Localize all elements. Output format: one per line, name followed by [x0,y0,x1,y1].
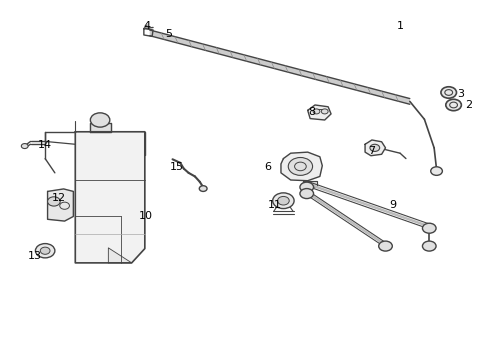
Circle shape [35,244,55,258]
Circle shape [199,186,206,192]
Text: 13: 13 [27,251,41,261]
Text: 1: 1 [396,21,403,31]
Text: 6: 6 [264,162,271,172]
Circle shape [299,189,313,199]
Circle shape [422,241,435,251]
Circle shape [287,157,312,175]
Text: 5: 5 [165,28,172,39]
Circle shape [321,109,327,114]
Polygon shape [108,248,131,263]
Circle shape [40,247,50,254]
Circle shape [369,144,379,152]
Text: 10: 10 [139,211,153,221]
Circle shape [445,99,460,111]
Polygon shape [90,123,111,132]
Polygon shape [302,181,317,187]
Circle shape [378,241,391,251]
Polygon shape [75,132,144,263]
Text: 15: 15 [169,162,183,172]
Circle shape [422,223,435,233]
Circle shape [47,197,60,206]
Text: 12: 12 [52,193,66,203]
Polygon shape [365,140,385,156]
Text: 7: 7 [367,146,375,156]
Text: 9: 9 [388,200,396,210]
Circle shape [272,193,293,208]
Text: 3: 3 [456,89,464,99]
Text: 11: 11 [267,200,281,210]
Circle shape [90,113,110,127]
Circle shape [299,182,313,192]
Polygon shape [281,152,322,181]
Text: 8: 8 [307,107,315,117]
Text: 14: 14 [38,140,52,150]
Circle shape [277,197,288,205]
Circle shape [21,144,28,149]
Polygon shape [307,105,330,120]
Polygon shape [47,189,73,221]
Circle shape [440,87,456,98]
Polygon shape [149,30,409,104]
Circle shape [430,167,442,175]
Circle shape [312,109,319,114]
Text: 2: 2 [465,100,472,110]
Text: 4: 4 [143,21,150,31]
